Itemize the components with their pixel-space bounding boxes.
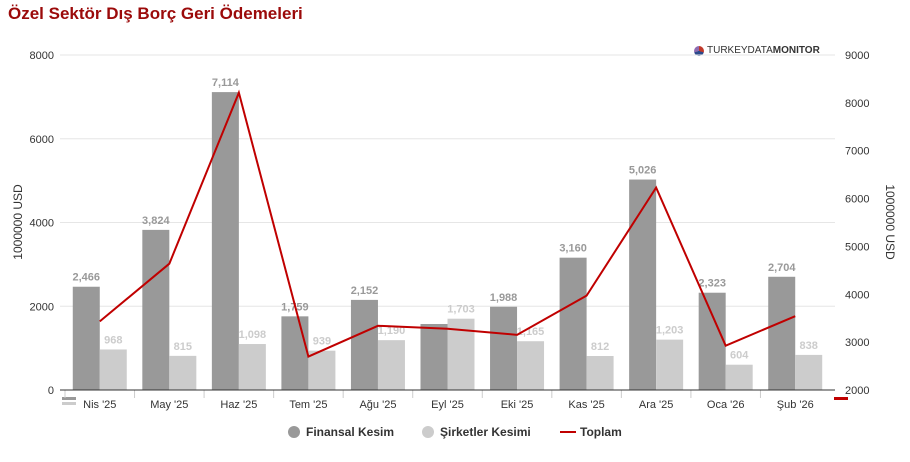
y2-tick-label: 3000	[845, 337, 869, 349]
bar-sirketler-kesimi	[169, 355, 197, 390]
data-label: 2,152	[351, 285, 379, 297]
bar-finansal-kesim	[72, 286, 100, 390]
data-label: 5,026	[629, 165, 657, 177]
bar-finansal-kesim	[211, 92, 239, 390]
x-tick-label: Eyl '25	[431, 399, 464, 411]
y-axis-title: 1000000 USD	[11, 184, 25, 260]
data-label: 1,190	[378, 325, 406, 337]
data-label: 3,160	[559, 243, 587, 255]
y2-tick-label: 5000	[845, 241, 869, 253]
y2-tick-label: 6000	[845, 194, 869, 206]
x-tick-label: Eki '25	[501, 399, 534, 411]
data-label: 1,988	[490, 292, 518, 304]
data-label: 968	[104, 334, 122, 346]
legend-marker	[422, 426, 434, 438]
x-tick-label: Tem '25	[289, 399, 327, 411]
bar-finansal-kesim	[559, 257, 587, 390]
bar-sirketler-kesimi	[99, 349, 127, 390]
bar-finansal-kesim	[281, 316, 309, 390]
data-label: 2,704	[768, 262, 796, 274]
x-tick-label: Kas '25	[568, 399, 604, 411]
bar-sirketler-kesimi	[725, 364, 753, 390]
data-label: 1,703	[447, 304, 475, 316]
logo-icon	[694, 45, 704, 56]
x-tick-label: May '25	[150, 399, 188, 411]
bar-finansal-kesim	[420, 324, 448, 390]
x-tick-label: Ağu '25	[359, 399, 396, 411]
logo-text-bold: MONITOR	[772, 45, 820, 56]
y2-axis-title: 1000000 USD	[883, 184, 897, 260]
bar-sirketler-kesimi	[656, 339, 684, 390]
data-label: 939	[313, 336, 331, 348]
left-axis-series-marker	[62, 402, 76, 405]
data-label: 2,323	[698, 278, 726, 290]
legend-item: Toplam	[580, 425, 622, 439]
bar-sirketler-kesimi	[586, 355, 614, 390]
bar-finansal-kesim	[490, 306, 518, 390]
line-toplam	[99, 89, 796, 358]
data-label: 838	[800, 340, 818, 352]
legend-marker	[288, 426, 300, 438]
left-axis-series-marker	[62, 397, 76, 400]
y-tick-label: 8000	[30, 50, 54, 62]
x-tick-label: Oca '26	[707, 399, 745, 411]
y2-tick-label: 8000	[845, 98, 869, 110]
right-axis-series-marker	[834, 397, 848, 400]
y-tick-label: 4000	[30, 218, 54, 230]
data-label: 1,165	[517, 326, 545, 338]
y-tick-label: 2000	[30, 301, 54, 313]
x-tick-label: Şub '26	[777, 399, 814, 411]
x-tick-label: Haz '25	[220, 399, 257, 411]
legend-item: Finansal Kesim	[306, 425, 394, 439]
y2-tick-label: 9000	[845, 50, 869, 62]
bar-finansal-kesim	[142, 229, 170, 390]
data-label: 815	[174, 341, 192, 353]
data-label: 1,203	[656, 325, 684, 337]
y-tick-label: 6000	[30, 134, 54, 146]
bar-finansal-kesim	[350, 299, 378, 390]
logo: TURKEYDATA MONITOR	[694, 45, 820, 56]
bar-sirketler-kesimi	[377, 340, 405, 390]
data-label: 2,466	[73, 272, 101, 284]
bar-sirketler-kesimi	[795, 354, 823, 390]
bar-sirketler-kesimi	[238, 344, 266, 390]
bar-finansal-kesim	[629, 179, 657, 390]
y-tick-label: 0	[48, 385, 54, 397]
data-label: 604	[730, 350, 749, 362]
data-label: 3,824	[142, 215, 170, 227]
bar-finansal-kesim	[698, 292, 726, 390]
bar-sirketler-kesimi	[308, 350, 336, 390]
x-tick-label: Nis '25	[83, 399, 116, 411]
y2-tick-label: 4000	[845, 289, 869, 301]
y2-tick-label: 2000	[845, 385, 869, 397]
x-tick-label: Ara '25	[639, 399, 674, 411]
data-label: 812	[591, 341, 609, 353]
chart-title: Özel Sektör Dış Borç Geri Ödemeleri	[8, 4, 303, 23]
data-label: 1,098	[239, 329, 267, 341]
legend-item: Şirketler Kesimi	[440, 425, 531, 439]
bar-finansal-kesim	[768, 276, 796, 390]
data-label: 7,114	[212, 77, 240, 89]
bar-sirketler-kesimi	[517, 341, 545, 390]
y2-tick-label: 7000	[845, 146, 869, 158]
logo-text: TURKEYDATA	[707, 45, 773, 56]
